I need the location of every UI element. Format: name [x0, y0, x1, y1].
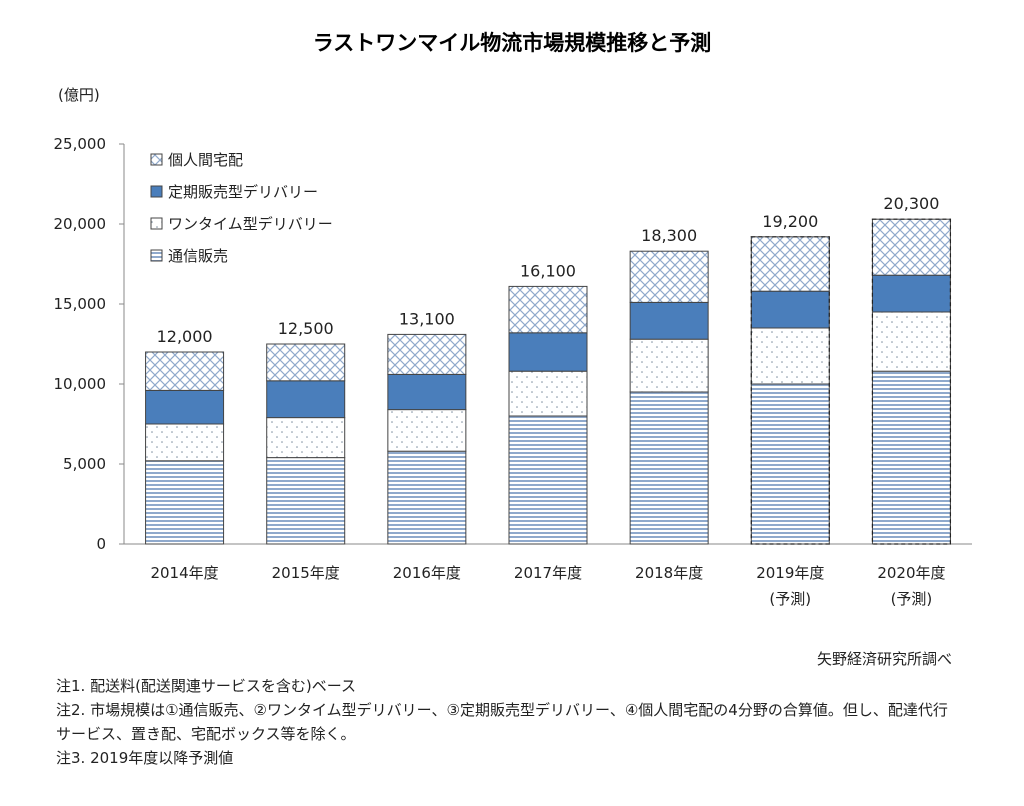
bar-segment [508, 415, 588, 545]
legend-label: 定期販売型デリバリー [168, 183, 318, 201]
bar-segment [266, 380, 346, 419]
y-tick-label: 10,000 [54, 375, 107, 393]
x-tick-label: 2020年度 [877, 564, 945, 582]
bar-segment [629, 301, 709, 340]
bar-segment [266, 457, 346, 545]
note-line: 注3. 2019年度以降予測値 [56, 749, 234, 767]
bar-segment [387, 333, 467, 375]
bar-segment [266, 343, 346, 382]
total-label: 19,200 [762, 212, 818, 231]
bar-segment [387, 450, 467, 545]
bar-segment [508, 332, 588, 372]
bar-segment [145, 351, 225, 391]
bar-segment [750, 383, 830, 545]
total-label: 18,300 [641, 226, 697, 245]
chart-title: ラストワンマイル物流市場規模推移と予測 [313, 31, 712, 55]
y-tick-label: 25,000 [54, 135, 107, 153]
bar-segment [629, 391, 709, 545]
bar-segment [871, 218, 951, 276]
bar-segment [871, 370, 951, 545]
note-line: 注2. 市場規模は①通信販売、②ワンタイム型デリバリー、③定期販売型デリバリー、… [56, 701, 948, 719]
bar-segment [750, 327, 830, 385]
legend-label: 通信販売 [168, 247, 228, 265]
bar-segment [750, 236, 830, 292]
legend-swatch [150, 185, 163, 198]
x-tick-label: 2016年度 [393, 564, 461, 582]
legend-swatch [150, 217, 163, 230]
bar-segment [629, 250, 709, 303]
bar-segment [629, 338, 709, 393]
forecast-outline [871, 218, 952, 545]
total-label: 13,100 [399, 309, 455, 328]
bar-segment [387, 373, 467, 411]
x-tick-sublabel: (予測) [891, 590, 933, 608]
bar-segment [508, 285, 588, 334]
x-tick-sublabel: (予測) [769, 590, 811, 608]
forecast-outline [750, 236, 830, 545]
x-tick-label: 2017年度 [514, 564, 582, 582]
legend-label: ワンタイム型デリバリー [168, 215, 333, 233]
note-line: 注1. 配送料(配送関連サービスを含む)ベース [56, 677, 357, 695]
legend-swatch [150, 153, 163, 166]
bar-segment [871, 311, 951, 372]
total-label: 20,300 [883, 194, 939, 213]
y-tick-label: 15,000 [54, 295, 107, 313]
note-line: サービス、置き配、宅配ボックス等を除く。 [56, 725, 356, 743]
bar-segment [871, 274, 951, 313]
x-tick-label: 2015年度 [272, 564, 340, 582]
bar-segment [750, 290, 830, 329]
plot-area: 0 5,000 10,000 15,000 20,000 25,000 12,000 2014… [54, 135, 972, 608]
total-label: 12,000 [157, 327, 213, 346]
x-tick-label: 2019年度 [756, 564, 824, 582]
legend-swatch [150, 249, 163, 262]
bar-segment [387, 409, 467, 452]
legend-label: 個人間宅配 [168, 151, 243, 169]
bar-segment [145, 460, 225, 545]
y-tick-label: 0 [96, 535, 106, 553]
source-credit: 矢野経済研究所調べ [816, 650, 952, 668]
bar-segment [266, 417, 346, 459]
x-tick-label: 2014年度 [150, 564, 218, 582]
total-label: 12,500 [278, 319, 334, 338]
x-tick-label: 2018年度 [635, 564, 703, 582]
bar-segment [145, 389, 225, 425]
bar-segment [145, 423, 225, 462]
notes: 注1. 配送料(配送関連サービスを含む)ベース 注2. 市場規模は①通信販売、②… [56, 674, 948, 770]
y-tick-label: 20,000 [54, 215, 107, 233]
total-label: 16,100 [520, 261, 576, 280]
chart: ラストワンマイル物流市場規模推移と予測 (億円) 0 5,000 10,000 15,… [54, 31, 972, 608]
bar-segment [508, 370, 588, 417]
y-tick-label: 5,000 [63, 455, 106, 473]
y-axis-label: (億円) [58, 86, 100, 104]
